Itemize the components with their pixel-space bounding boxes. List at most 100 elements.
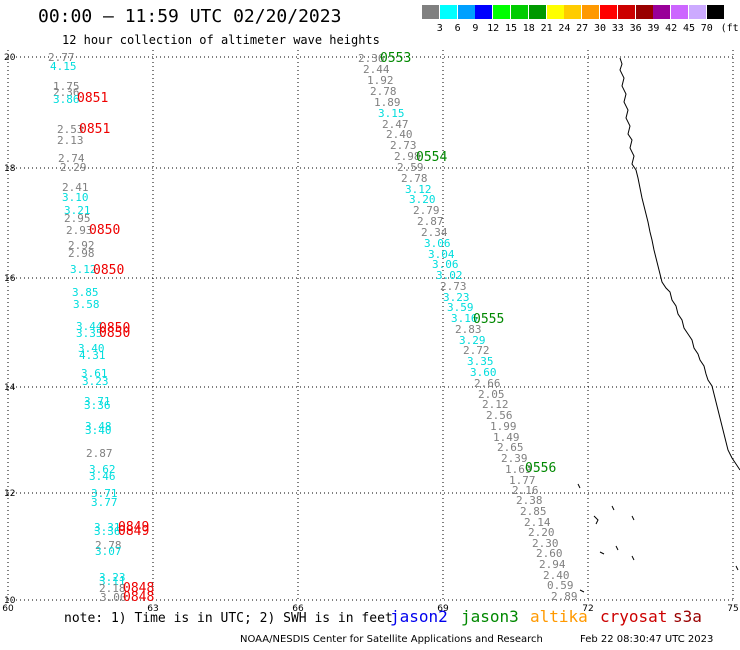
- x-tick-label: 63: [147, 604, 158, 614]
- credit-line: NOAA/NESDIS Center for Satellite Applica…: [240, 634, 543, 645]
- wave-height-label: 3.71: [91, 487, 118, 500]
- wave-height-label: 2.16: [512, 484, 539, 497]
- wave-height-label: 3.15: [378, 107, 405, 120]
- wave-height-label: 3.36: [84, 399, 111, 412]
- wave-height-label: 3.10: [62, 191, 89, 204]
- legend-swatch: [564, 5, 582, 19]
- wave-height-label: 3.11: [99, 575, 126, 588]
- wave-height-label: 2.87: [417, 215, 444, 228]
- page-subtitle: 12 hour collection of altimeter wave hei…: [62, 33, 380, 47]
- wave-height-label: 1.92: [367, 74, 394, 87]
- wave-height-label: 3.31: [94, 521, 121, 534]
- wave-height-label: 4.15: [50, 60, 77, 73]
- satellite-cryosat-label: cryosat: [600, 607, 668, 626]
- wave-height-label: 2.39: [501, 452, 528, 465]
- wave-height-label: 0.59: [547, 579, 574, 592]
- wave-height-label: 1.77: [509, 474, 536, 487]
- wave-height-label: 3.23: [82, 375, 109, 388]
- x-tick-label: 66: [292, 604, 304, 614]
- legend-label: 15: [504, 23, 518, 34]
- legend-label: 9: [472, 23, 479, 34]
- pass-time-label: 0849: [118, 524, 149, 539]
- legend-swatch: [671, 5, 689, 19]
- wave-height-label: 2.38: [516, 494, 543, 507]
- pass-time-label: 0850: [99, 321, 130, 336]
- y-tick-label: 14: [4, 383, 16, 393]
- wave-height-label: 3.58: [73, 298, 100, 311]
- wave-height-label: 2.30: [532, 537, 559, 550]
- legend-label: 70: [700, 23, 713, 34]
- wave-height-label: 2.44: [363, 63, 390, 76]
- wave-height-label: 1.69: [505, 463, 532, 476]
- wave-height-label: 3.85: [72, 286, 99, 299]
- generated-timestamp: Feb 22 08:30:47 UTC 2023: [580, 634, 714, 645]
- wave-height-label: 2.20: [528, 526, 555, 539]
- wave-height-label: 2.95: [64, 212, 91, 225]
- legend-label: 12: [487, 23, 500, 34]
- wave-height-label: 2.94: [539, 558, 566, 571]
- observation-labels: 2.774.151.752.363.862.532.132.742.292.41…: [48, 51, 578, 605]
- wave-height-label: 3.46: [89, 470, 116, 483]
- legend-swatch: [653, 5, 671, 19]
- wave-height-label: 3.61: [81, 367, 108, 380]
- wave-height-label: 2.29: [60, 161, 87, 174]
- page-title: 00:00 – 11:59 UTC 02/20/2023: [38, 6, 342, 27]
- wave-height-label: 1.49: [493, 431, 520, 444]
- wave-height-label: 3.48: [85, 420, 112, 433]
- wave-height-label: 1.89: [374, 96, 401, 109]
- legend-label: 21: [540, 23, 553, 34]
- satellite-s3a-label: s3a: [673, 607, 702, 626]
- pass-time-label: 0554: [416, 150, 447, 165]
- islands: [577, 483, 739, 593]
- wave-height-label: 2.40: [543, 569, 570, 582]
- pass-time-label: 0850: [89, 223, 120, 238]
- legend-label: 42: [665, 23, 678, 34]
- pass-time-label: 0851: [77, 91, 108, 106]
- x-tick-label: 60: [2, 604, 14, 614]
- wave-height-label: 2.72: [463, 344, 490, 357]
- pass-time-label: 0851: [79, 122, 110, 137]
- legend-label: 30: [593, 23, 607, 34]
- wave-height-label: 3.02: [436, 269, 463, 282]
- legend-swatch: [475, 5, 493, 19]
- legend-swatch: [457, 5, 475, 19]
- wave-height-label: 2.87: [86, 447, 113, 460]
- y-tick-label: 18: [4, 164, 16, 174]
- wave-height-label: 2.85: [520, 505, 547, 518]
- wave-height-label: 2.41: [62, 181, 89, 194]
- legend-swatch: [617, 5, 635, 19]
- wave-height-label: 2.78: [401, 172, 428, 185]
- wave-height-label: 2.78: [95, 539, 122, 552]
- wave-height-label: 2.74: [58, 152, 85, 165]
- wave-height-label: 3.44: [76, 320, 103, 333]
- legend-label: 27: [576, 23, 589, 34]
- legend-swatch: [528, 5, 546, 19]
- y-tick-label: 16: [4, 274, 16, 284]
- wave-height-label: 2.14: [524, 516, 551, 529]
- wave-height-label: 2.73: [390, 139, 417, 152]
- pass-time-label: 0850: [93, 263, 124, 278]
- wave-height-label: 3.40: [85, 424, 112, 437]
- wave-height-label: 3.62: [89, 463, 116, 476]
- wave-height-label: 3.20: [409, 193, 436, 206]
- legend-swatch: [706, 5, 724, 19]
- wave-height-label: 2.34: [421, 226, 448, 239]
- wave-height-label: 2.79: [413, 204, 440, 217]
- x-tick-label: 72: [582, 604, 593, 614]
- pass-time-label: 0848: [123, 581, 154, 596]
- legend-swatch: [511, 5, 528, 19]
- wave-height-label: 3.40: [78, 342, 105, 355]
- wave-height-label: 2.59: [397, 161, 424, 174]
- wave-height-label: 3.06: [432, 258, 459, 271]
- wave-height-label: 3.59: [447, 301, 474, 314]
- legend-label: 36: [629, 23, 642, 34]
- wave-height-label: 1.99: [490, 420, 517, 433]
- wave-height-label: 2.93: [66, 224, 93, 237]
- wave-height-label: 2.92: [68, 239, 95, 252]
- wave-height-label: 3.86: [53, 93, 80, 106]
- x-tick-label: 75: [727, 604, 738, 614]
- wave-height-label: 4.31: [79, 349, 106, 362]
- wave-height-label: 2.05: [478, 388, 505, 401]
- wave-height-label: 2.77: [48, 51, 75, 64]
